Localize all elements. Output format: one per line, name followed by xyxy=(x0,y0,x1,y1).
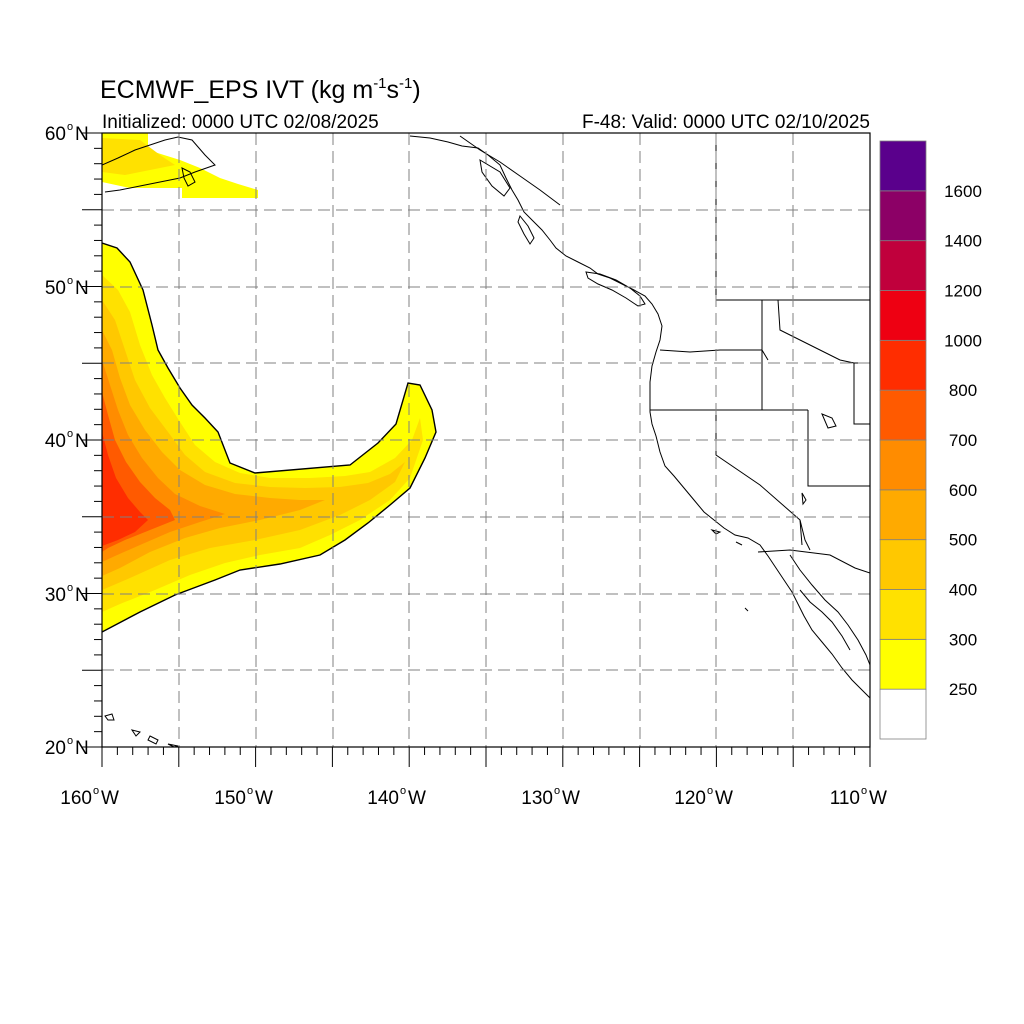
colorbar-label: 1400 xyxy=(944,232,982,251)
svg-text:o: o xyxy=(67,428,73,440)
map-title: ECMWF_EPS IVT (kg m-1s-1) xyxy=(100,75,421,104)
colorbar-swatch xyxy=(879,638,927,690)
colorbar-swatch xyxy=(879,439,927,491)
svg-text:o: o xyxy=(67,275,73,287)
lon-label-140: 140 xyxy=(367,788,399,809)
svg-text:o: o xyxy=(67,121,73,133)
svg-text:o: o xyxy=(93,785,99,797)
baja-inner xyxy=(799,589,851,651)
colorbar-swatch xyxy=(879,140,927,192)
colorbar-swatch xyxy=(879,240,927,291)
lat-hemi-50: N xyxy=(75,278,89,299)
arizona-west xyxy=(799,519,811,551)
colorbar-label: 700 xyxy=(949,431,977,450)
kodiak xyxy=(181,167,196,187)
montana-idaho xyxy=(777,299,855,364)
colorbar-swatch xyxy=(879,389,927,441)
colorbar-swatch xyxy=(879,688,927,740)
lat-axis-labels: 60 50 40 30 20 o o o o o N N N N N xyxy=(45,121,89,759)
vancouver-island xyxy=(585,271,646,307)
us-mexico-border xyxy=(757,549,870,574)
salton-and-lake xyxy=(801,413,837,506)
colorbar-label: 400 xyxy=(949,581,977,600)
lon-hemi-130: W xyxy=(562,788,580,809)
lon-label-110: 110 xyxy=(830,788,860,809)
lat-label-50: 50 xyxy=(45,278,66,299)
axis-ticks xyxy=(82,132,871,767)
alaska-panhandle-islands xyxy=(479,159,511,197)
svg-text:o: o xyxy=(67,735,73,747)
colorbar-swatch xyxy=(879,190,927,242)
lat-label-60: 60 xyxy=(45,124,66,145)
lat-label-20: 20 xyxy=(45,738,66,759)
lon-label-130: 130 xyxy=(521,788,553,809)
lon-hemi-150: W xyxy=(255,788,273,809)
alaska-peninsula xyxy=(102,136,216,193)
lat-hemi-60: N xyxy=(75,124,89,145)
colorbar-swatch xyxy=(879,489,927,541)
svg-text:o: o xyxy=(247,785,253,797)
gulf-of-california-coast xyxy=(789,554,870,666)
valid-time-label: F-48: Valid: 0000 UTC 02/10/2025 xyxy=(582,112,870,133)
graticule xyxy=(102,133,870,747)
lon-label-150: 150 xyxy=(214,788,246,809)
plume-outline xyxy=(102,242,437,633)
colorbar: 250 300 400 500 600 700 800 1000 1200 1400 1600 xyxy=(879,140,982,740)
hawaii-islands xyxy=(104,713,179,747)
lon-axis-labels: 160 150 140 130 120 110 o o o o o o W W … xyxy=(60,785,887,809)
svg-text:o: o xyxy=(67,582,73,594)
lon-hemi-140: W xyxy=(408,788,426,809)
colorbar-label: 250 xyxy=(949,680,977,699)
lon-label-120: 120 xyxy=(674,788,706,809)
colorbar-label: 300 xyxy=(949,630,977,649)
colorbar-label: 1600 xyxy=(944,182,982,201)
lon-hemi-120: W xyxy=(715,788,733,809)
northwest-coast xyxy=(409,135,870,699)
colorbar-swatch xyxy=(879,290,927,341)
coastlines xyxy=(102,135,870,747)
colorbar-label: 500 xyxy=(949,531,977,550)
lon-hemi-110: W xyxy=(869,788,887,809)
alaska-bc-border xyxy=(459,135,561,206)
colorbar-swatch xyxy=(879,589,927,640)
svg-text:o: o xyxy=(554,785,560,797)
lat-hemi-30: N xyxy=(75,585,89,606)
colorbar-label: 1200 xyxy=(944,282,982,301)
colorbar-swatch xyxy=(879,339,927,391)
initialized-label: Initialized: 0000 UTC 02/08/2025 xyxy=(102,112,379,133)
svg-text:o: o xyxy=(861,785,867,797)
colorbar-label: 600 xyxy=(949,481,977,500)
nevada-east xyxy=(807,410,870,487)
lat-label-30: 30 xyxy=(45,585,66,606)
ivt-patch-alaska xyxy=(102,133,258,198)
colorbar-label: 1000 xyxy=(944,331,982,350)
colorbar-label: 800 xyxy=(949,381,977,400)
svg-text:o: o xyxy=(707,785,713,797)
lat-label-40: 40 xyxy=(45,431,66,452)
svg-text:o: o xyxy=(400,785,406,797)
lat-hemi-20: N xyxy=(75,738,89,759)
haida-gwaii xyxy=(517,214,535,245)
lon-label-160: 160 xyxy=(60,788,92,809)
colorbar-swatch xyxy=(879,539,927,590)
washington-oregon xyxy=(659,349,769,361)
lon-hemi-160: W xyxy=(101,788,119,809)
map-area xyxy=(102,133,870,747)
lat-hemi-40: N xyxy=(75,431,89,452)
